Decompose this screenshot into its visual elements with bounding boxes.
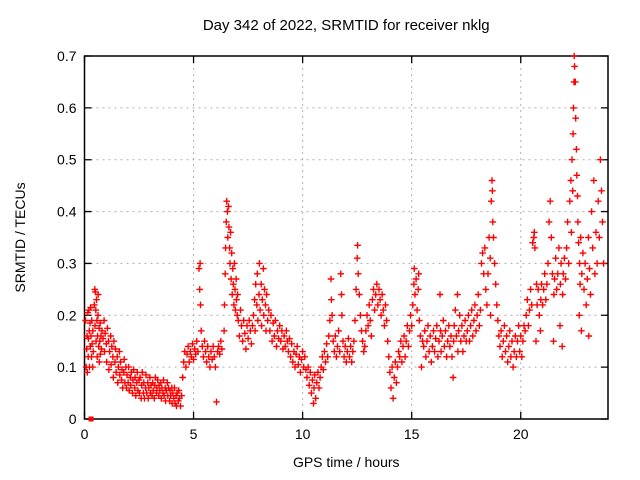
- y-tick-label: 0.6: [57, 100, 77, 116]
- plot-border: [83, 55, 609, 420]
- y-tick-label: 0.3: [57, 255, 77, 271]
- x-tick-label: 20: [513, 426, 529, 442]
- square-marker: [88, 416, 94, 422]
- y-tick-label: 0.4: [57, 204, 77, 220]
- y-tick-label: 0.1: [57, 359, 77, 375]
- x-tick-label: 10: [295, 426, 311, 442]
- gridlines: [84, 56, 608, 419]
- y-tick-label: 0.5: [57, 152, 77, 168]
- y-tick-label: 0: [69, 411, 77, 427]
- x-tick-label: 5: [190, 426, 198, 442]
- x-axis-label: GPS time / hours: [293, 454, 400, 470]
- chart-title: Day 342 of 2022, SRMTID for receiver nkl…: [203, 17, 490, 34]
- y-tick-label: 0.7: [57, 48, 77, 64]
- y-tick-labels: 0 0.1 0.2 0.3 0.4 0.5 0.6 0.7: [57, 48, 77, 427]
- scatter-points: [82, 52, 607, 410]
- y-tick-label: 0.2: [57, 307, 77, 323]
- y-axis-label: SRMTID / TECUs: [12, 182, 28, 292]
- x-tick-label: 0: [81, 426, 89, 442]
- x-tick-label: 15: [404, 426, 420, 442]
- x-tick-labels: 0 5 10 15 20: [81, 426, 529, 442]
